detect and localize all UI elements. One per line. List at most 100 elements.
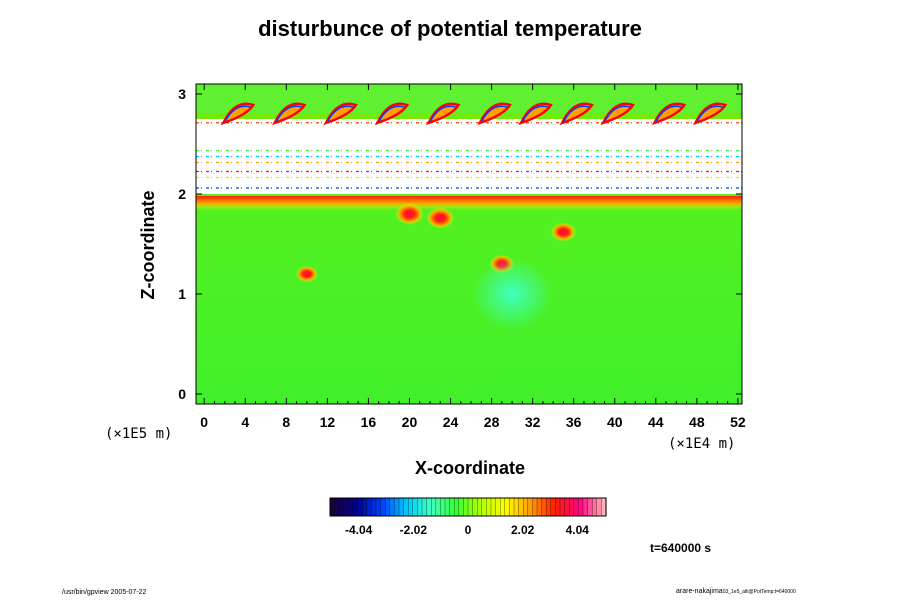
wave-crest <box>426 102 461 126</box>
colorbar-cell <box>509 497 515 517</box>
colorbar-tick-label: 2.02 <box>511 523 535 537</box>
wave-crest-edge <box>563 105 590 122</box>
warm-anomaly <box>551 222 576 242</box>
colorbar-cell <box>518 497 524 517</box>
colorbar-cell <box>371 497 377 517</box>
warm-anomaly <box>296 265 318 283</box>
colorbar-cell <box>596 497 602 517</box>
colorbar-cell <box>380 497 386 517</box>
colorbar-cell <box>334 497 340 517</box>
colorbar-cell <box>504 497 510 517</box>
x-tick-label: 0 <box>200 414 208 430</box>
wave-crest-edge <box>224 105 251 122</box>
wave-crest <box>692 102 728 126</box>
colorbar-cell <box>357 497 363 517</box>
colorbar-cell <box>339 497 345 517</box>
wave-crest-edge <box>604 105 631 122</box>
heatmap-field <box>196 84 742 404</box>
colorbar-cell <box>426 497 432 517</box>
x-tick-label: 16 <box>361 414 377 430</box>
wave-crest <box>651 102 687 126</box>
colorbar-cell <box>592 497 598 517</box>
colorbar-cell <box>541 497 547 517</box>
colorbar-cell <box>362 497 368 517</box>
colorbar-cell <box>490 497 497 517</box>
footer-dataset-info: arare-nakajima03_1e5_alti@PotTemp;t=6400… <box>676 588 796 595</box>
colorbar-cell <box>463 497 469 517</box>
wave-crest <box>323 102 358 126</box>
colorbar-cell <box>550 497 556 517</box>
colorbar-cell <box>440 497 446 517</box>
x-axis-label: X-coordinate <box>414 458 525 478</box>
y-tick-label: 3 <box>178 86 186 102</box>
colorbar-cell <box>500 497 506 517</box>
colorbar-frame <box>329 497 607 517</box>
inversion-band <box>196 196 742 210</box>
colorbar-cell <box>435 497 441 517</box>
colorbar-cell <box>477 497 483 517</box>
colorbar-cell <box>546 497 552 517</box>
colorbar-cell <box>398 497 405 517</box>
colorbar-cell <box>578 497 584 517</box>
colorbar-tick-label: 4.04 <box>566 523 590 537</box>
wave-crest <box>220 102 256 126</box>
colorbar-cell <box>467 497 474 517</box>
x-tick-label: 8 <box>282 414 290 430</box>
colorbar-cell <box>527 497 533 517</box>
colorbar-cell <box>555 497 561 517</box>
warm-anomaly <box>395 203 424 225</box>
colorbar-cell <box>385 497 391 517</box>
colorbar-cell <box>454 497 460 517</box>
x-tick-label: 24 <box>443 414 459 430</box>
colorbar-cell <box>532 497 538 517</box>
colorbar-cell <box>352 497 359 517</box>
y-tick-label: 0 <box>178 386 186 402</box>
x-tick-label: 48 <box>689 414 705 430</box>
wave-crest-edge <box>655 105 682 122</box>
colorbar-cell <box>366 497 372 517</box>
footer-program-info: /usr/bin/gpview 2005-07-22 <box>62 589 147 596</box>
colorbar-cell <box>472 497 478 517</box>
wave-crest <box>272 102 307 126</box>
colorbar-cell <box>408 497 414 517</box>
wave-crest-edge <box>481 105 508 122</box>
colorbar-cell <box>587 497 593 517</box>
colorbar-cell <box>573 497 579 517</box>
colorbar-cell <box>348 497 354 517</box>
x-tick-label: 52 <box>730 414 746 430</box>
wave-crest <box>374 102 410 126</box>
colorbar-cell <box>559 497 566 517</box>
colorbar-cell <box>582 497 589 517</box>
wave-crest-edge <box>696 105 723 122</box>
wave-crest <box>518 102 553 126</box>
wave-crest-edge <box>327 105 354 122</box>
colorbar-cell <box>458 497 464 517</box>
wave-crest <box>477 102 512 126</box>
y-tick-label: 2 <box>178 186 186 202</box>
cool-anomaly <box>472 258 553 330</box>
y-axis-label: Z-coordinate <box>138 190 158 300</box>
colorbar-tick-label: -4.04 <box>345 523 373 537</box>
x-tick-label: 12 <box>320 414 336 430</box>
colorbar-cell <box>394 497 400 517</box>
x-axis-unit: (×1E4 m) <box>668 436 736 452</box>
colorbar-cell <box>421 497 428 517</box>
time-label: t=640000 s <box>650 541 712 555</box>
colorbar-cell <box>486 497 492 517</box>
colorbar-cell <box>431 497 437 517</box>
x-tick-label: 44 <box>648 414 664 430</box>
x-tick-label: 4 <box>241 414 249 430</box>
x-tick-label: 36 <box>566 414 582 430</box>
x-tick-label: 32 <box>525 414 541 430</box>
colorbar-cell <box>375 497 382 517</box>
wave-crest-edge <box>522 105 549 122</box>
colorbar-cell <box>569 497 575 517</box>
colorbar-cell <box>389 497 395 517</box>
upper-layer <box>196 84 742 113</box>
colorbar-cell <box>513 497 520 517</box>
plot-frame <box>195 83 743 405</box>
y-tick-label: 1 <box>178 286 186 302</box>
colorbar-cell <box>523 497 529 517</box>
wave-crest <box>559 102 594 126</box>
